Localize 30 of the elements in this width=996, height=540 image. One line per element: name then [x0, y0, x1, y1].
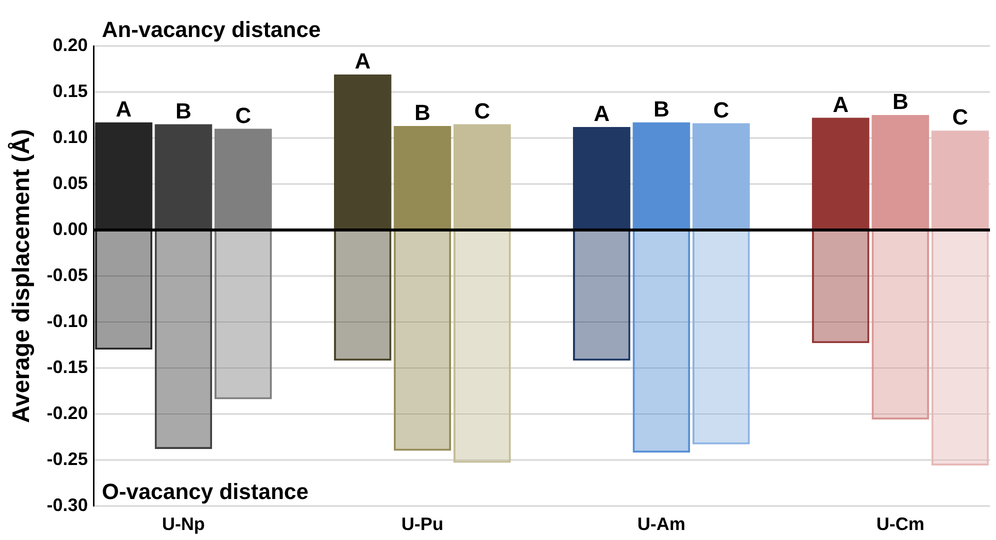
- x-tick-label: C: [235, 102, 252, 128]
- x-tick-label: B: [176, 98, 192, 124]
- y-tick-label: -0.15: [46, 356, 88, 377]
- y-tick-label: -0.25: [46, 448, 88, 469]
- x-tick-label: C: [713, 97, 730, 122]
- annotation: O-vacancy distance: [102, 479, 308, 504]
- text: An-vacancy distance: [102, 17, 321, 42]
- y-tick-label: 0.15: [52, 80, 88, 101]
- y-tick-label: -0.30: [46, 494, 88, 515]
- x-tick-label: C: [952, 104, 968, 130]
- x-tick-label: A: [354, 48, 371, 74]
- y-tick-label: 0.10: [52, 126, 88, 147]
- x-tick-label: A: [594, 101, 610, 126]
- text: U-Am: [637, 514, 686, 534]
- text: U-Cm: [876, 514, 924, 534]
- text: U-Np: [162, 514, 205, 534]
- x-tick-label: A: [832, 92, 849, 117]
- text: U-Pu: [401, 514, 444, 534]
- x-tick-label: B: [653, 96, 670, 122]
- x-tick-label: B: [892, 89, 908, 114]
- x-tick-label: A: [116, 96, 132, 122]
- y-tick-label: 0.00: [52, 218, 88, 239]
- y-tick-label: -0.20: [46, 402, 88, 423]
- x-tick-label: B: [414, 100, 430, 126]
- y-tick-label: 0.20: [52, 34, 88, 55]
- y-tick-label: -0.10: [46, 310, 88, 331]
- y-axis-title: Average displacement (Å): [7, 129, 36, 423]
- x-tick-label: C: [474, 98, 490, 124]
- y-tick-label: -0.05: [46, 264, 88, 285]
- y-tick-label: 0.05: [52, 172, 88, 193]
